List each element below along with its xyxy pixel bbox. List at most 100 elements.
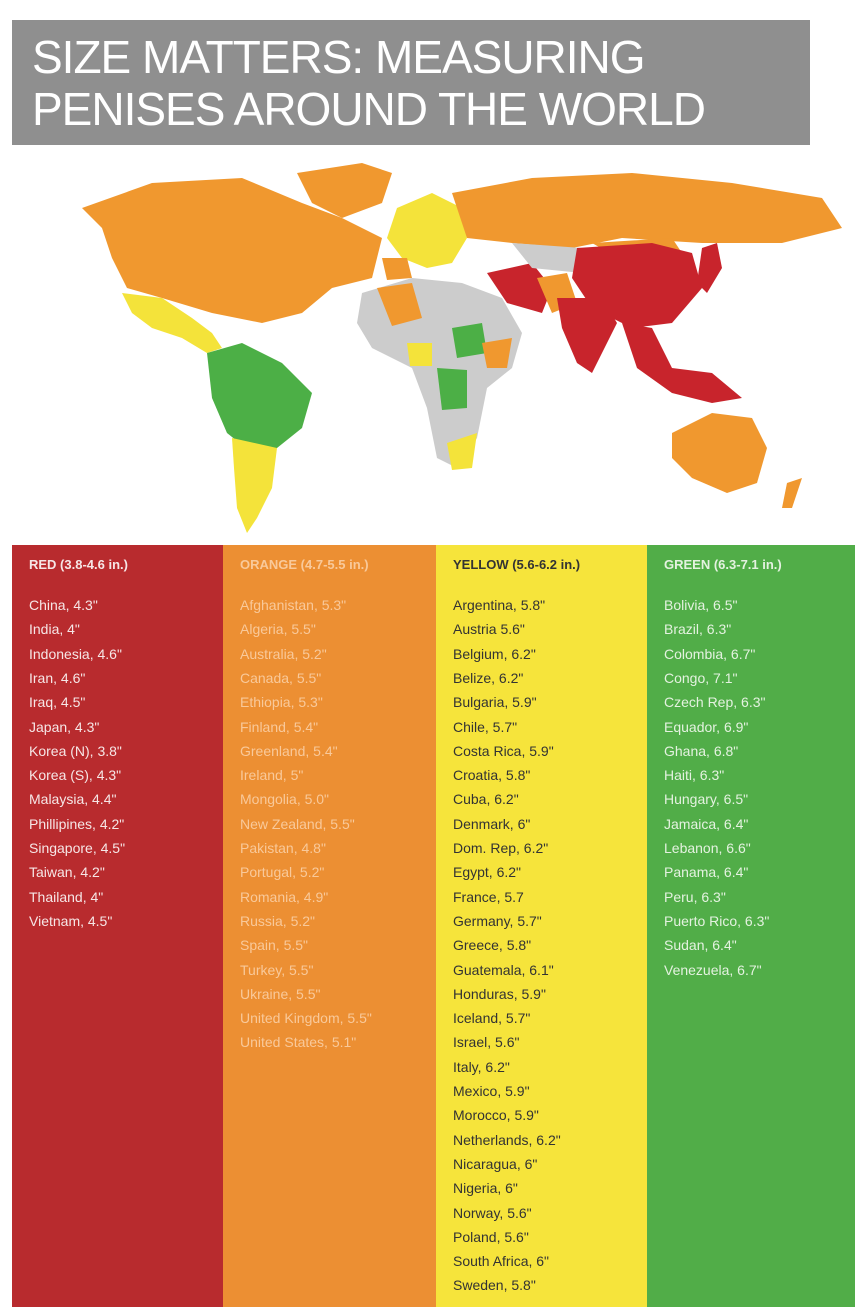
central-asia	[512, 243, 582, 273]
country-item: Guatemala, 6.1"	[453, 961, 554, 978]
country-item: Croatia, 5.8"	[453, 767, 531, 784]
country-item: Germany, 5.7"	[453, 912, 542, 929]
japan	[697, 243, 722, 293]
country-item: Portugal, 5.2"	[240, 864, 325, 881]
country-item: Venezuela, 6.7"	[664, 961, 762, 978]
south-america	[207, 343, 312, 453]
country-item: Poland, 5.6"	[453, 1228, 529, 1245]
yellow-column: YELLOW (5.6-6.2 in.) Argentina, 5.8" Austr…	[436, 545, 647, 1307]
country-item: Ukraine, 5.5"	[240, 985, 321, 1002]
new-zealand	[782, 478, 802, 508]
country-item: Mexico, 5.9"	[453, 1083, 530, 1099]
column-heading: RED (3.8-4.6 in.)	[29, 557, 128, 572]
country-item: Dom. Rep, 6.2"	[453, 840, 549, 856]
title-line: PENISES AROUND THE WORLD	[32, 83, 706, 135]
country-item: China, 4.3"	[29, 597, 98, 613]
country-item: Finland, 5.4"	[240, 718, 319, 735]
country-item: Ireland, 5"	[240, 767, 304, 784]
country-item: Korea (N), 3.8"	[29, 742, 122, 759]
country-item: Hungary, 6.5"	[664, 791, 749, 808]
africa-orange	[377, 283, 422, 326]
greenland	[297, 163, 392, 218]
country-item: Cuba, 6.2"	[453, 791, 519, 808]
country-item: South Africa, 6"	[453, 1253, 550, 1270]
country-item: Haiti, 6.3"	[664, 767, 725, 784]
country-item: United States, 5.1"	[240, 1034, 357, 1051]
country-item: Panama, 6.4"	[664, 864, 749, 881]
country-item: Sweden, 5.8"	[453, 1277, 536, 1294]
country-item: Indonesia, 4.6"	[29, 645, 122, 662]
country-item: Netherlands, 6.2"	[453, 1131, 561, 1148]
north-america	[82, 178, 382, 323]
country-item: Iran, 4.6"	[29, 669, 86, 686]
country-item: Jamaica, 6.4"	[664, 815, 749, 832]
country-item: Lebanon, 6.6"	[664, 840, 751, 856]
australia	[672, 413, 767, 493]
country-item: Bulgaria, 5.9"	[453, 694, 537, 711]
country-item: Ethiopia, 5.3"	[240, 694, 323, 711]
country-item: Singapore, 4.5"	[29, 840, 126, 856]
country-item: Costa Rica, 5.9"	[453, 742, 554, 759]
country-item: Italy, 6.2"	[453, 1058, 510, 1075]
country-item: Nicaragua, 6"	[453, 1155, 538, 1172]
africa-orange	[482, 338, 512, 368]
country-item: Honduras, 5.9"	[453, 985, 546, 1002]
country-item: Egypt, 6.2"	[453, 864, 522, 881]
africa-yellow	[447, 433, 477, 470]
country-item: Greece, 5.8"	[453, 937, 532, 954]
country-item: New Zealand, 5.5"	[240, 815, 355, 832]
country-item: Korea (S), 4.3"	[29, 767, 122, 784]
country-item: Puerto Rico, 6.3"	[664, 912, 770, 929]
europe-orange	[382, 258, 412, 280]
country-item: Morocco, 5.9"	[453, 1107, 539, 1124]
country-item: Algeria, 5.5"	[240, 621, 316, 638]
orange-column: ORANGE (4.7-5.5 in.) Afghanistan, 5.3" Alg…	[223, 545, 436, 1307]
country-item: India, 4"	[29, 621, 80, 638]
green-column: GREEN (6.3-7.1 in.) Bolivia, 6.5" Brazil, …	[647, 545, 855, 1307]
india	[557, 298, 617, 373]
country-item: Greenland, 5.4"	[240, 742, 338, 759]
country-item: Turkey, 5.5"	[240, 961, 314, 978]
country-item: Australia, 5.2"	[240, 645, 327, 662]
southeast-asia	[622, 323, 742, 403]
red-column: RED (3.8-4.6 in.) China, 4.3" India, 4" Ind…	[12, 545, 223, 1307]
country-item: Israel, 5.6"	[453, 1034, 520, 1051]
country-item: Spain, 5.5"	[240, 937, 309, 954]
africa-green	[437, 368, 467, 410]
country-item: Phillipines, 4.2"	[29, 815, 125, 832]
country-item: Sudan, 6.4"	[664, 937, 737, 954]
country-item: Iceland, 5.7"	[453, 1010, 531, 1027]
country-item: Denmark, 6"	[453, 815, 531, 832]
europe	[387, 193, 467, 268]
country-item: Bolivia, 6.5"	[664, 597, 738, 613]
country-item: Pakistan, 4.8"	[240, 840, 326, 856]
country-item: Congo, 7.1"	[664, 669, 738, 686]
column-heading: ORANGE (4.7-5.5 in.)	[240, 557, 369, 572]
world-map	[82, 163, 842, 533]
column-heading: YELLOW (5.6-6.2 in.)	[453, 557, 581, 572]
country-item: Canada, 5.5"	[240, 669, 322, 686]
country-item: Malaysia, 4.4"	[29, 791, 117, 808]
title-box: SIZE MATTERS: MEASURING PENISES AROUND T…	[12, 20, 810, 145]
country-item: Colombia, 6.7"	[664, 645, 756, 662]
country-item: Ghana, 6.8"	[664, 742, 739, 759]
country-item: Norway, 5.6"	[453, 1204, 532, 1221]
country-item: Thailand, 4"	[29, 888, 104, 905]
country-item: France, 5.7	[453, 888, 524, 905]
russia	[452, 173, 842, 248]
country-item: Romania, 4.9"	[240, 888, 329, 905]
country-item: Afghanistan, 5.3"	[240, 597, 347, 613]
column-heading: GREEN (6.3-7.1 in.)	[664, 557, 782, 572]
country-item: Iraq, 4.5"	[29, 694, 86, 711]
country-item: Japan, 4.3"	[29, 718, 100, 735]
country-item: Taiwan, 4.2"	[29, 864, 105, 881]
africa-green	[452, 323, 487, 358]
country-item: Russia, 5.2"	[240, 912, 316, 929]
country-item: Nigeria, 6"	[453, 1180, 518, 1197]
country-item: Mongolia, 5.0"	[240, 791, 330, 808]
mexico	[122, 293, 222, 353]
middle-east	[487, 263, 552, 313]
country-item: Belgium, 6.2"	[453, 645, 536, 662]
